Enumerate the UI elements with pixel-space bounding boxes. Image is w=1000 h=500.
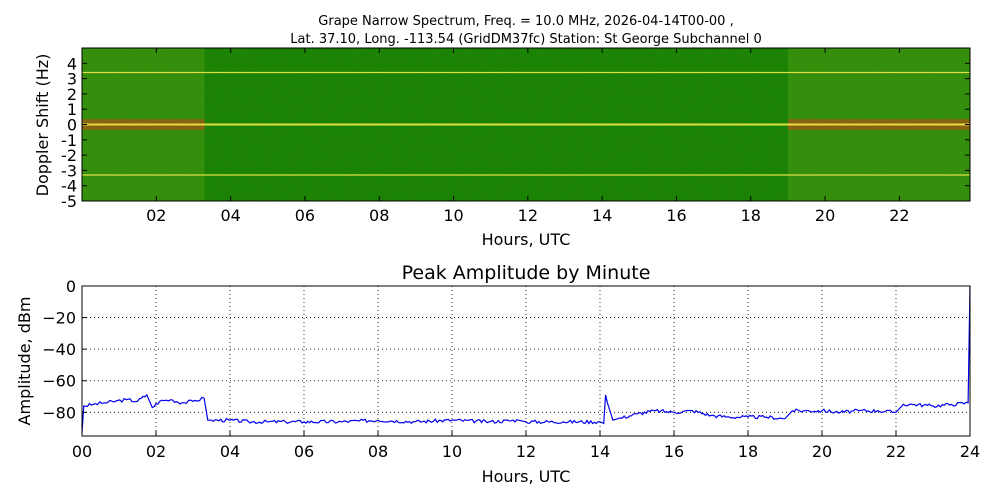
amplitude-x-ticks: 00 02 04 06 08 10 12 14 16 18 20 22 24 [72,431,980,461]
amplitude-y-label: Amplitude, dBm [15,297,34,426]
spectrogram-carriers [82,71,970,176]
spectrogram-y-tick-label: -5 [61,192,77,211]
amplitude-x-tick-label: 16 [664,442,684,461]
amplitude-x-label: Hours, UTC [482,467,571,486]
spectrogram-y-label: Doppler Shift (Hz) [33,54,52,197]
amplitude-x-tick-label: 06 [294,442,314,461]
amplitude-y-tick-label: −20 [42,309,76,328]
amplitude-y-tick-label: −60 [42,372,76,391]
spectrogram-x-tick-label: 20 [815,206,835,225]
spectrogram-x-tick-label: 06 [295,206,315,225]
amplitude-grid [81,285,971,436]
amplitude-y-tick-label: −80 [42,403,76,422]
spectrogram-x-tick-label: 14 [592,206,612,225]
amplitude-x-tick-label: 20 [812,442,832,461]
amplitude-panel: Peak Amplitude by Minute 00 02 04 06 08 10 12 1… [15,262,980,486]
amplitude-title: Peak Amplitude by Minute [402,262,651,284]
amplitude-x-tick-label: 04 [220,442,240,461]
spectrogram-x-label: Hours, UTC [482,230,571,249]
spectrogram-x-tick-label: 08 [369,206,389,225]
spectrogram-y-tick-label: 3 [67,70,77,89]
amplitude-x-tick-label: 10 [442,442,462,461]
spectrogram-y-tick-label: 0 [67,116,77,135]
amplitude-frame [81,285,971,437]
spectrogram-y-tick-label: -4 [61,177,77,196]
amplitude-y-tick-label: −40 [42,340,76,359]
figure-title-line-1: Grape Narrow Spectrum, Freq. = 10.0 MHz,… [318,14,733,29]
spectrogram-y-tick-label: -2 [61,146,77,165]
spectrogram-x-tick-label: 22 [889,206,909,225]
spectrogram-y-tick-label: 4 [67,54,77,73]
spectrogram-x-tick-label: 10 [443,206,463,225]
spectrogram-y-tick-label: 2 [67,85,77,104]
spectrogram-y-tick-label: 1 [67,100,77,119]
amplitude-x-tick-label: 00 [72,442,92,461]
amplitude-series-line [81,285,971,433]
spectrogram-x-ticks: 02 04 06 08 10 12 14 16 18 20 22 [146,48,910,225]
spectrogram-x-tick-label: 12 [518,206,538,225]
spectrogram-x-tick-label: 16 [666,206,686,225]
amplitude-x-tick-label: 12 [516,442,536,461]
amplitude-y-ticks: 0 −20 −40 −60 −80 [42,277,87,422]
figure-title-line-2: Lat. 37.10, Long. -113.54 (GridDM37fc) S… [290,32,761,47]
spectrogram-x-tick-label: 02 [146,206,166,225]
amplitude-x-tick-label: 24 [960,442,980,461]
amplitude-x-tick-label: 08 [368,442,388,461]
spectrogram-y-tick-label: -3 [61,161,77,180]
amplitude-x-tick-label: 18 [738,442,758,461]
amplitude-y-tick-label: 0 [66,277,76,296]
amplitude-x-tick-label: 02 [146,442,166,461]
spectrogram-y-tick-label: -1 [61,131,77,150]
amplitude-x-tick-label: 14 [590,442,610,461]
amplitude-x-tick-label: 22 [886,442,906,461]
spectrogram-x-tick-label: 04 [220,206,240,225]
spectrogram-x-tick-label: 18 [741,206,761,225]
